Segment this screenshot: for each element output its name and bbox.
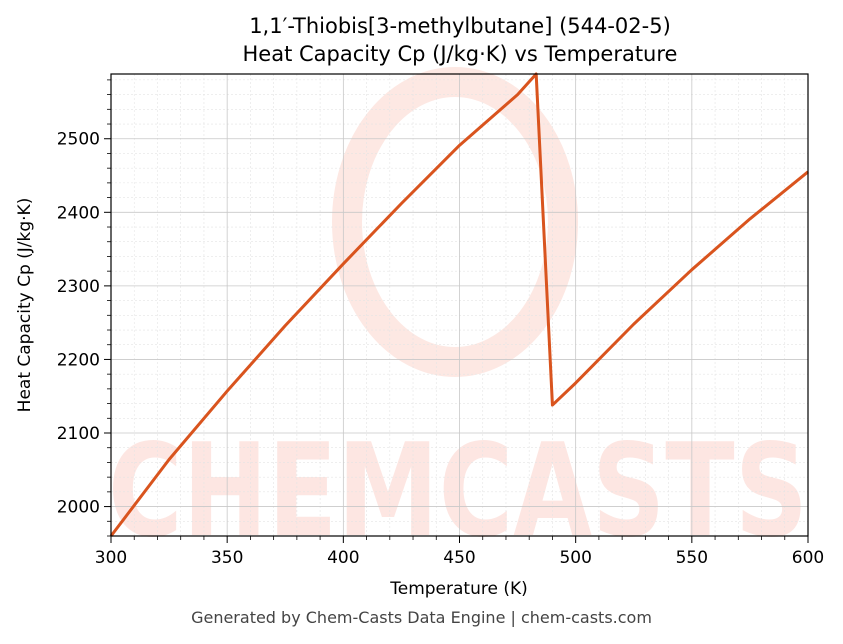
- y-tick-label: 2400: [57, 203, 100, 223]
- y-tick-label: 2000: [57, 498, 100, 518]
- series-layer: [109, 72, 809, 537]
- y-axis-label: Heat Capacity Cp (J/kg·K): [15, 198, 35, 413]
- y-tick-label: 2300: [57, 277, 100, 297]
- chart-subtitle: Heat Capacity Cp (J/kg·K) vs Temperature: [243, 42, 678, 66]
- watermark-text: CHEMCASTS: [108, 417, 808, 566]
- x-tick-label: 450: [443, 548, 475, 568]
- chart-title: 1,1′-Thiobis[3-methylbutane] (544-02-5): [249, 14, 671, 38]
- x-tick-label: 600: [792, 548, 824, 568]
- x-tick-label: 500: [559, 548, 591, 568]
- y-tick-label: 2500: [57, 130, 100, 150]
- x-tick-label: 350: [211, 548, 243, 568]
- axis-ticks: 300 350 400 450 500 550 600 2000 2100 2200 2300 240…: [57, 79, 824, 568]
- y-tick-label: 2100: [57, 424, 100, 444]
- watermark: CHEMCASTS: [108, 67, 808, 566]
- x-axis-label: Temperature (K): [389, 579, 528, 599]
- series-line-0: [109, 72, 809, 537]
- footer-credit: Generated by Chem-Casts Data Engine | ch…: [191, 608, 652, 627]
- x-tick-label: 400: [327, 548, 359, 568]
- y-tick-label: 2200: [57, 350, 100, 370]
- x-tick-label: 300: [95, 548, 127, 568]
- x-tick-label: 550: [676, 548, 708, 568]
